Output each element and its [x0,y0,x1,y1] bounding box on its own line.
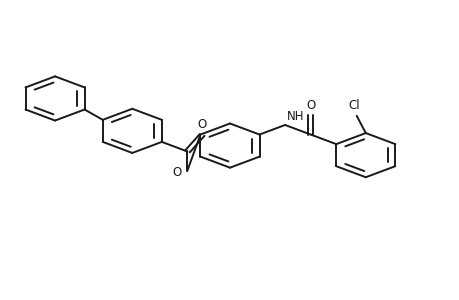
Text: Cl: Cl [348,99,359,112]
Text: O: O [173,166,182,178]
Text: NH: NH [287,110,304,124]
Text: O: O [305,99,314,112]
Text: O: O [197,118,207,131]
